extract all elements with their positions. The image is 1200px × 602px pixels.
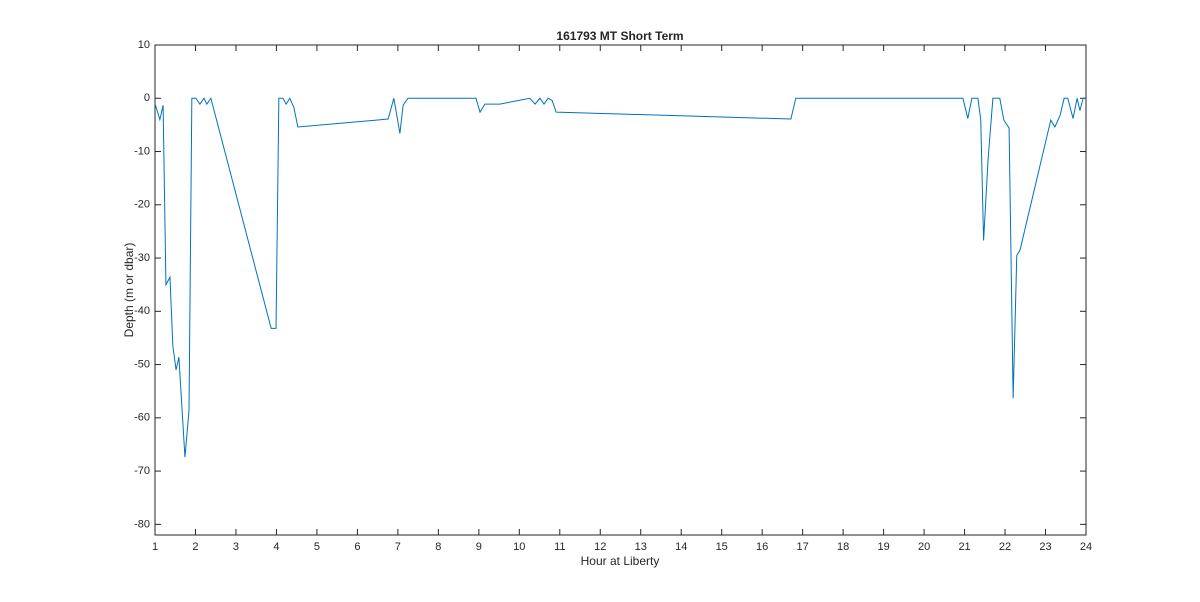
- y-tick-label: -40: [134, 305, 150, 317]
- x-tick-label: 20: [918, 541, 930, 553]
- x-tick-label: 1: [152, 541, 158, 553]
- x-tick-label: 23: [1039, 541, 1051, 553]
- y-tick-label: -60: [134, 412, 150, 424]
- y-tick-label: 0: [144, 92, 150, 104]
- x-tick-label: 9: [476, 541, 482, 553]
- x-tick-label: 8: [435, 541, 441, 553]
- y-tick-label: -50: [134, 358, 150, 370]
- x-tick-label: 11: [554, 541, 565, 553]
- y-tick-label: -20: [134, 199, 150, 211]
- x-tick-label: 4: [273, 541, 279, 553]
- x-tick-label: 24: [1080, 541, 1092, 553]
- y-tick-label: -30: [134, 252, 150, 264]
- y-tick-label: -70: [134, 465, 150, 477]
- x-tick-label: 22: [999, 541, 1011, 553]
- x-tick-label: 12: [594, 541, 606, 553]
- x-tick-label: 3: [233, 541, 239, 553]
- data-line: [154, 97, 1086, 458]
- x-tick-label: 6: [354, 541, 360, 553]
- plot-box: [154, 44, 1087, 536]
- y-tick-label: -80: [134, 518, 150, 530]
- x-tick-label: 19: [877, 541, 889, 553]
- x-tick-label: 2: [192, 541, 198, 553]
- x-tick-label: 5: [314, 541, 320, 553]
- x-tick-label: 18: [837, 541, 849, 553]
- x-tick-label: 7: [395, 541, 401, 553]
- x-axis-label: Hour at Liberty: [581, 554, 660, 568]
- x-tick-label: 14: [675, 541, 687, 553]
- x-tick-label: 17: [797, 541, 809, 553]
- y-tick-label: -10: [134, 145, 150, 157]
- x-tick-label: 13: [635, 541, 647, 553]
- x-tick-label: 21: [958, 541, 970, 553]
- y-tick-label: 10: [138, 39, 150, 51]
- x-tick-label: 15: [716, 541, 728, 553]
- y-axis-label: Depth (m or dbar): [122, 243, 136, 338]
- x-tick-label: 16: [756, 541, 768, 553]
- chart-title: 161793 MT Short Term: [556, 29, 683, 43]
- x-tick-label: 10: [513, 541, 525, 553]
